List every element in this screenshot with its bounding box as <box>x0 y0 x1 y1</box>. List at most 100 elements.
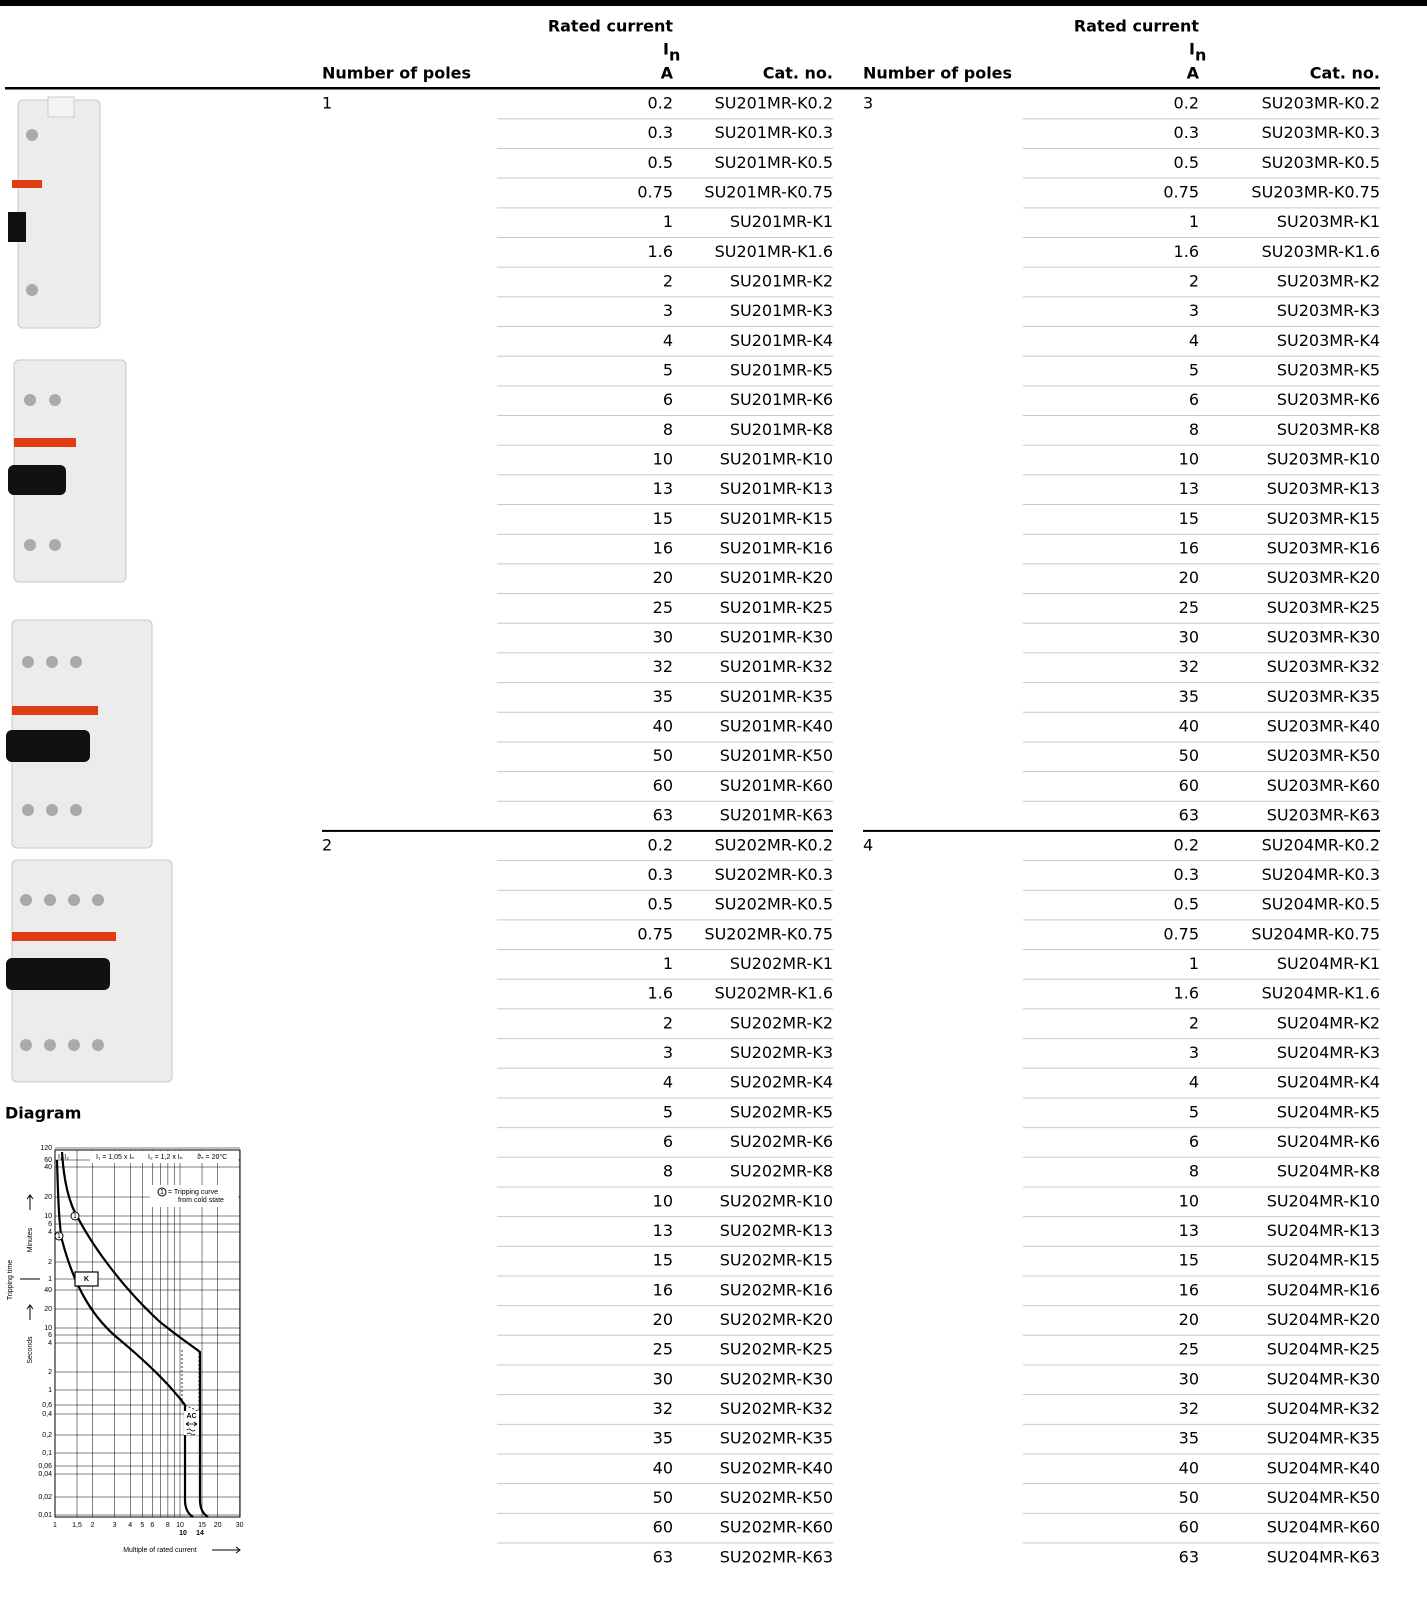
cat-no-cell: SU204MR-K40 <box>1267 1458 1380 1477</box>
y-tick-label: 4 <box>48 1229 52 1236</box>
rated-current-cell: 1.6 <box>1174 242 1199 261</box>
cat-no-cell: SU202MR-K1.6 <box>715 984 833 1003</box>
rated-current-cell: 0.3 <box>648 123 673 142</box>
curve-box <box>74 1271 99 1287</box>
rated-current-cell: 4 <box>663 1073 673 1092</box>
cat-no-cell: SU202MR-K0.75 <box>704 924 833 943</box>
rated-current-cell: 20 <box>1179 1310 1199 1329</box>
rated-current-cell: 0.3 <box>648 865 673 884</box>
rated-current-cell: 25 <box>1179 1340 1199 1359</box>
cat-no-cell: SU203MR-K1.6 <box>1262 242 1380 261</box>
cat-no-cell: SU203MR-K63 <box>1267 806 1380 825</box>
cat-no-cell: SU201MR-K35 <box>720 687 833 706</box>
upper-curve <box>60 1151 209 1518</box>
y-tick-label: 60 <box>44 1157 52 1164</box>
rated-current-cell: 20 <box>653 568 673 587</box>
rated-current-cell: 8 <box>663 1162 673 1181</box>
rated-current-cell: 60 <box>1179 1518 1199 1537</box>
conditions-bg <box>90 1151 238 1163</box>
rated-current-cell: 40 <box>653 1458 673 1477</box>
rated-current-cell: 40 <box>1179 1458 1199 1477</box>
rated-current-cell: 25 <box>653 1340 673 1359</box>
cat-no-cell: SU202MR-K1 <box>730 954 833 973</box>
y-tick-label: 0,04 <box>38 1471 52 1478</box>
cat-no-cell: SU202MR-K35 <box>720 1429 833 1448</box>
rated-current-cell: 4 <box>663 331 673 350</box>
rated-current-cell: 50 <box>653 1488 673 1507</box>
rated-current-cell: 20 <box>1179 568 1199 587</box>
cat-no-cell: SU203MR-K60 <box>1267 776 1380 795</box>
rated-current-cell: 20 <box>653 1310 673 1329</box>
x-bold-label: 14 <box>196 1530 204 1537</box>
cat-no-cell: SU203MR-K10 <box>1267 450 1380 469</box>
product-4-pole <box>6 859 173 1083</box>
cat-no-cell: SU204MR-K2 <box>1277 1013 1380 1032</box>
rated-current-cell: 63 <box>653 1547 673 1566</box>
cat-no-cell: SU202MR-K16 <box>720 1280 833 1299</box>
rated-current-cell: 10 <box>653 450 673 469</box>
rated-current-cell: 10 <box>653 1191 673 1210</box>
rated-current-cell: 15 <box>653 509 673 528</box>
cat-no-cell: SU201MR-K0.3 <box>715 123 833 142</box>
y-tick-label: 20 <box>44 1306 52 1313</box>
x-tick-label: 20 <box>214 1522 222 1529</box>
rated-current-cell: 60 <box>1179 776 1199 795</box>
seconds-label: Seconds <box>27 1336 34 1364</box>
cat-no-cell: SU204MR-K60 <box>1267 1518 1380 1537</box>
current-symbol: I <box>1189 40 1195 59</box>
cat-no-cell: SU202MR-K3 <box>730 1043 833 1062</box>
rated-current-cell: 32 <box>1179 657 1199 676</box>
cat-no-cell: SU204MR-K0.5 <box>1262 895 1380 914</box>
rated-current-cell: 2 <box>1189 1013 1199 1032</box>
cat-no-cell: SU204MR-K25 <box>1267 1340 1380 1359</box>
rated-current-cell: 16 <box>1179 539 1199 558</box>
y-tick-label: 0,02 <box>38 1494 52 1501</box>
rated-current-cell: 10 <box>1179 450 1199 469</box>
rated-current-cell: 5 <box>663 361 673 380</box>
poles-header: Number of poles <box>863 64 1012 83</box>
ac-label: AC <box>186 1413 196 1420</box>
x-tick-label: 4 <box>128 1522 132 1529</box>
y-tick-label: 4 <box>48 1340 52 1347</box>
rated-current-cell: 35 <box>653 1429 673 1448</box>
cat-no-cell: SU204MR-K16 <box>1267 1280 1380 1299</box>
y-tick-label: 2 <box>48 1369 52 1376</box>
cat-no-cell: SU204MR-K10 <box>1267 1191 1380 1210</box>
y-tick-label: 0,1 <box>42 1450 52 1457</box>
cat-no-cell: SU203MR-K0.3 <box>1262 123 1380 142</box>
rated-current-cell: 0.5 <box>648 895 673 914</box>
rated-current-cell: 5 <box>1189 361 1199 380</box>
rated-current-cell: 6 <box>663 390 673 409</box>
rated-current-cell: 30 <box>653 1369 673 1388</box>
rated-current-cell: 50 <box>653 746 673 765</box>
cat-no-cell: SU203MR-K2 <box>1277 272 1380 291</box>
rated-current-cell: 13 <box>1179 1221 1199 1240</box>
cat-no-cell: SU203MR-K32 <box>1267 657 1380 676</box>
cat-no-cell: SU204MR-K3 <box>1277 1043 1380 1062</box>
cat-no-cell: SU203MR-K13 <box>1267 479 1380 498</box>
rated-current-cell: 0.5 <box>1174 153 1199 172</box>
rated-current-cell: 32 <box>653 1399 673 1418</box>
rated-current-cell: 30 <box>1179 1369 1199 1388</box>
rated-current-cell: 0.3 <box>1174 123 1199 142</box>
cat-no-cell: SU203MR-K16 <box>1267 539 1380 558</box>
cat-no-cell: SU202MR-K8 <box>730 1162 833 1181</box>
cat-no-cell: SU202MR-K0.3 <box>715 865 833 884</box>
rated-current-cell: 35 <box>653 687 673 706</box>
cat-no-cell: SU204MR-K35 <box>1267 1429 1380 1448</box>
rated-current-cell: 63 <box>653 806 673 825</box>
rated-current-cell: 2 <box>663 1013 673 1032</box>
cat-no-cell: SU204MR-K8 <box>1277 1162 1380 1181</box>
cat-no-cell: SU204MR-K5 <box>1277 1102 1380 1121</box>
poles-cell: 1 <box>322 94 332 113</box>
y-tick-label: 0,06 <box>38 1463 52 1470</box>
cat-no-cell: SU204MR-K0.2 <box>1262 835 1380 854</box>
cat-no-cell: SU201MR-K15 <box>720 509 833 528</box>
cat-no-cell: SU203MR-K50 <box>1267 746 1380 765</box>
cat-no-cell: SU203MR-K25 <box>1267 598 1380 617</box>
rated-current-cell: 8 <box>1189 1162 1199 1181</box>
cat-no-cell: SU204MR-K30 <box>1267 1369 1380 1388</box>
x-tick-label: 5 <box>140 1522 144 1529</box>
rated-current-cell: 50 <box>1179 1488 1199 1507</box>
rated-current-cell: 0.75 <box>1163 183 1199 202</box>
